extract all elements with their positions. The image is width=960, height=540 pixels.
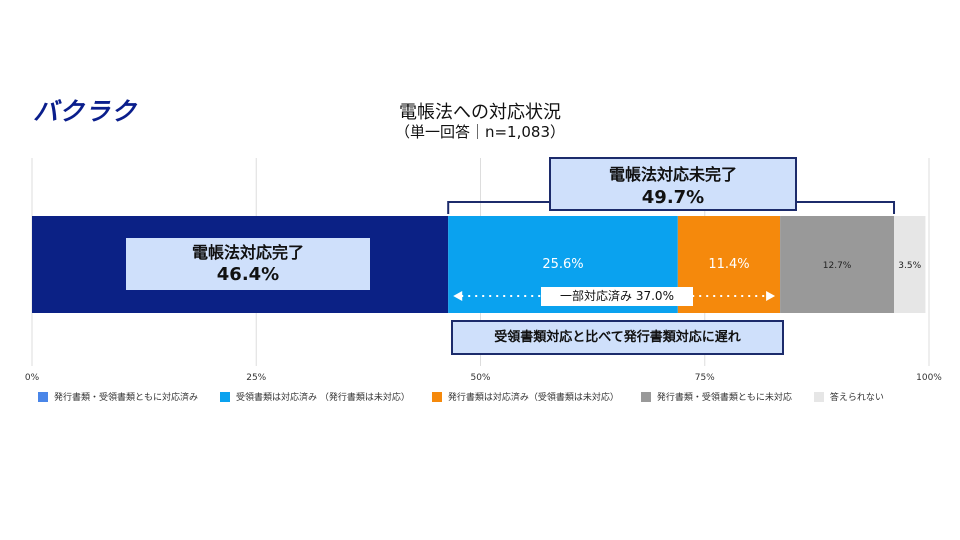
complete-callout-value: 46.4% (216, 264, 280, 285)
arrow-right-icon (766, 291, 776, 301)
x-tick-label: 50% (470, 373, 490, 383)
legend-swatch (38, 391, 48, 402)
data-label: 3.5% (898, 261, 921, 271)
legend-label: 発行書類・受領書類ともに未対応 (656, 393, 792, 403)
x-tick-label: 0% (25, 373, 40, 383)
legend: 発行書類・受領書類ともに対応済み 受領書類は対応済み （発行書類は未対応） 発行書類… (38, 390, 938, 403)
x-tick-label: 25% (246, 373, 266, 383)
x-tick-label: 75% (695, 373, 715, 383)
partial-label: 一部対応済み 37.0% (541, 287, 693, 306)
incomplete-callout: 電帳法対応未完了 49.7% (549, 157, 797, 211)
legend-item: 発行書類・受領書類ともに対応済み (38, 390, 198, 403)
incomplete-callout-value: 49.7% (641, 187, 705, 208)
legend-item: 発行書類・受領書類ともに未対応 (640, 390, 792, 403)
legend-label: 受領書類は対応済み （発行書類は未対応） (236, 393, 410, 403)
complete-callout-label: 電帳法対応完了 (191, 243, 304, 262)
bakuraku-logo: バクラク (33, 97, 138, 126)
bar-segment (780, 216, 895, 313)
legend-swatch (220, 391, 231, 402)
legend-label: 発行書類は対応済み（受領書類は未対応） (447, 393, 619, 403)
chart-subtitle: （単一回答｜n=1,083） (394, 123, 566, 141)
incomplete-callout-label: 電帳法対応未完了 (608, 165, 737, 184)
data-label: 11.4% (708, 257, 749, 272)
legend-item: 受領書類は対応済み （発行書類は未対応） (220, 390, 410, 403)
chart-title: 電帳法への対応状況 (399, 102, 561, 123)
legend-item: 答えられない (813, 390, 884, 403)
lag-callout: 受領書類対応と比べて発行書類対応に遅れ (451, 320, 784, 355)
legend-label: 発行書類・受領書類ともに対応済み (54, 393, 199, 403)
legend-swatch (431, 391, 442, 402)
data-label: 12.7% (823, 261, 852, 271)
data-label: 25.6% (542, 257, 583, 272)
arrow-left-icon (453, 291, 463, 301)
legend-swatch (813, 391, 824, 402)
legend-label: 答えられない (829, 393, 884, 403)
legend-item: 発行書類は対応済み（受領書類は未対応） (431, 390, 619, 403)
legend-swatch (640, 391, 651, 402)
x-tick-label: 100% (916, 373, 942, 383)
complete-callout: 電帳法対応完了 46.4% (126, 238, 370, 290)
bar-segment (894, 216, 926, 313)
